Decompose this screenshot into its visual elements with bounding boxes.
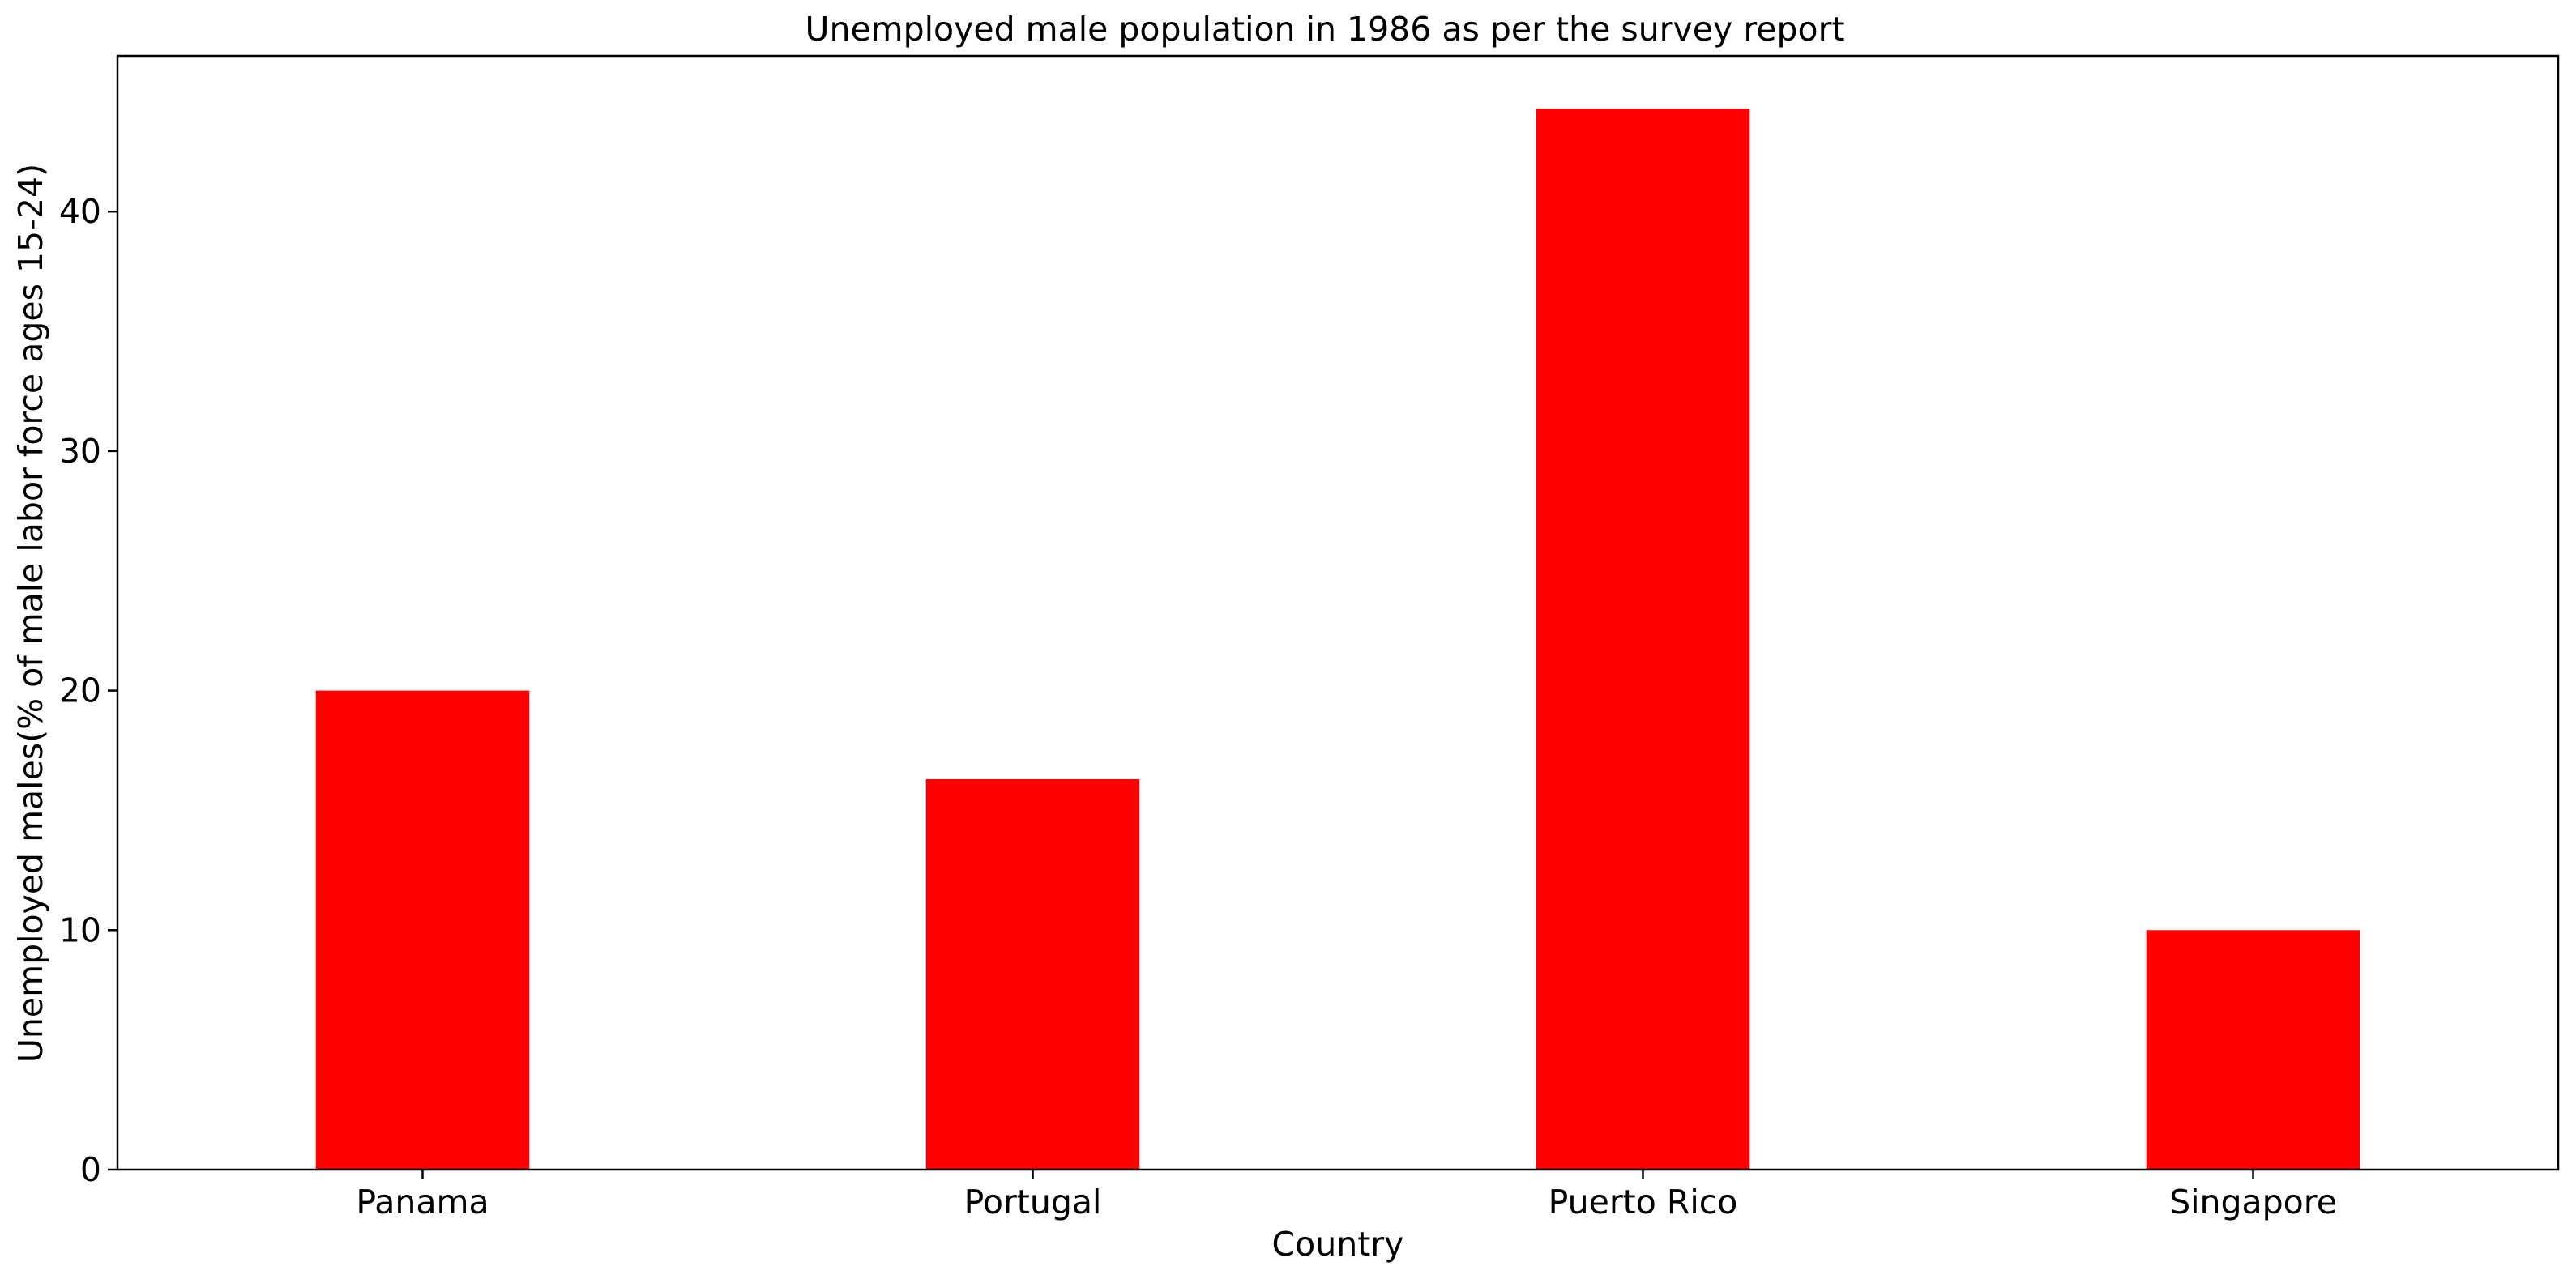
y-tick-label: 0 xyxy=(80,1150,101,1189)
bar-puerto-rico xyxy=(1536,109,1750,1170)
chart-title: Unemployed male population in 1986 as pe… xyxy=(805,10,1844,49)
y-axis-ticks: 0 10 20 30 40 xyxy=(59,192,117,1189)
x-tick-label: Panama xyxy=(356,1183,489,1221)
bars-group xyxy=(315,109,2360,1170)
y-tick-label: 30 xyxy=(59,432,101,471)
bar-panama xyxy=(315,690,530,1170)
plot-area-frame xyxy=(116,54,2560,1171)
x-tick-label: Singapore xyxy=(2169,1183,2337,1221)
y-tick-label: 40 xyxy=(59,192,101,231)
y-axis-label: Unemployed males(% of male labor force a… xyxy=(11,164,50,1063)
x-axis-ticks: Panama Portugal Puerto Rico Singapore xyxy=(356,1170,2337,1221)
x-axis-label: Country xyxy=(1272,1225,1404,1264)
x-tick-label: Puerto Rico xyxy=(1549,1183,1738,1221)
y-tick-label: 10 xyxy=(59,910,101,949)
x-tick-label: Portugal xyxy=(964,1183,1102,1221)
bar-portugal xyxy=(925,779,1140,1170)
bar-singapore xyxy=(2146,930,2360,1170)
y-tick-label: 20 xyxy=(59,671,101,710)
